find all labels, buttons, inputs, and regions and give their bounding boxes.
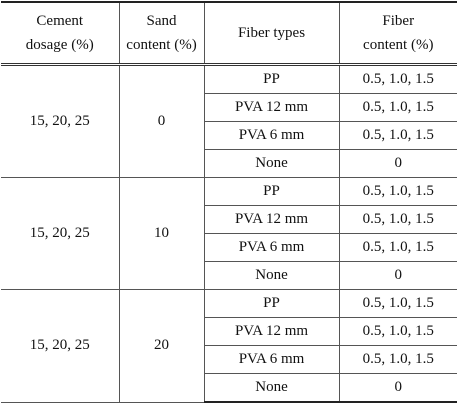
fiber-type-cell: PVA 6 mm <box>203 233 340 262</box>
fiber-type-cell: PVA 12 mm <box>203 317 340 346</box>
cement-cell: 15, 20, 25 <box>1 177 120 290</box>
sand-cell: 0 <box>118 64 205 178</box>
header-cell: Sand content (%) <box>118 1 205 66</box>
header-row: Cement dosage (%) Sand content (%) Fiber t… <box>1 1 457 66</box>
cement-cell: 15, 20, 25 <box>1 64 120 178</box>
fiber-content-cell: 0.5, 1.0, 1.5 <box>338 345 457 374</box>
fiber-type-cell: PVA 12 mm <box>203 205 340 234</box>
row: 15, 20, 25 20 PP 0.5, 1.0, 1.5 <box>1 289 457 403</box>
fiber-content-cell: 0.5, 1.0, 1.5 <box>338 177 457 206</box>
fiber-content-cell: 0.5, 1.0, 1.5 <box>338 317 457 346</box>
fiber-content-cell: 0.5, 1.0, 1.5 <box>338 289 457 318</box>
row: PVA 6 mm 0.5, 1.0, 1.5 <box>1 345 457 374</box>
row: 15, 20, 25 10 PP 0.5, 1.0, 1.5 <box>1 177 457 290</box>
fiber-content-cell: 0.5, 1.0, 1.5 <box>338 233 457 262</box>
row: PVA 12 mm 0.5, 1.0, 1.5 <box>1 205 457 234</box>
fiber-content-cell: 0.5, 1.0, 1.5 <box>338 64 457 94</box>
fiber-content-cell: 0.5, 1.0, 1.5 <box>338 205 457 234</box>
row: PVA 12 mm 0.5, 1.0, 1.5 <box>1 93 457 122</box>
fiber-type-cell: PP <box>203 177 340 206</box>
fiber-type-cell: PVA 6 mm <box>203 345 340 374</box>
table-body: 15, 20, 25 0 PP 0.5, 1.0, 1.5 PVA 12 mm 0.5, … <box>1 64 457 403</box>
fiber-content-cell: 0 <box>338 261 457 290</box>
fiber-type-cell: PP <box>203 64 340 94</box>
cement-cell: 15, 20, 25 <box>1 289 120 403</box>
fiber-type-cell: PVA 12 mm <box>203 93 340 122</box>
fiber-type-cell: PP <box>203 289 340 318</box>
fiber-type-cell: None <box>203 373 340 403</box>
sand-cell: 20 <box>118 289 205 403</box>
row: PVA 6 mm 0.5, 1.0, 1.5 <box>1 121 457 150</box>
row: None 0 <box>1 149 457 178</box>
fiber-content-cell: 0.5, 1.0, 1.5 <box>338 121 457 150</box>
fiber-type-cell: None <box>203 261 340 290</box>
fiber-content-cell: 0.5, 1.0, 1.5 <box>338 93 457 122</box>
fiber-content-cell: 0 <box>338 373 457 403</box>
sand-cell: 10 <box>118 177 205 290</box>
row: None 0 <box>1 373 457 403</box>
header-cell: Fiber types <box>203 1 340 66</box>
row: PVA 12 mm 0.5, 1.0, 1.5 <box>1 317 457 346</box>
header-cell: Fiber content (%) <box>338 1 457 66</box>
fiber-type-cell: None <box>203 149 340 178</box>
header-cell: Cement dosage (%) <box>1 1 120 66</box>
fiber-content-cell: 0 <box>338 149 457 178</box>
fiber-type-cell: PVA 6 mm <box>203 121 340 150</box>
row: 15, 20, 25 0 PP 0.5, 1.0, 1.5 <box>1 64 457 178</box>
